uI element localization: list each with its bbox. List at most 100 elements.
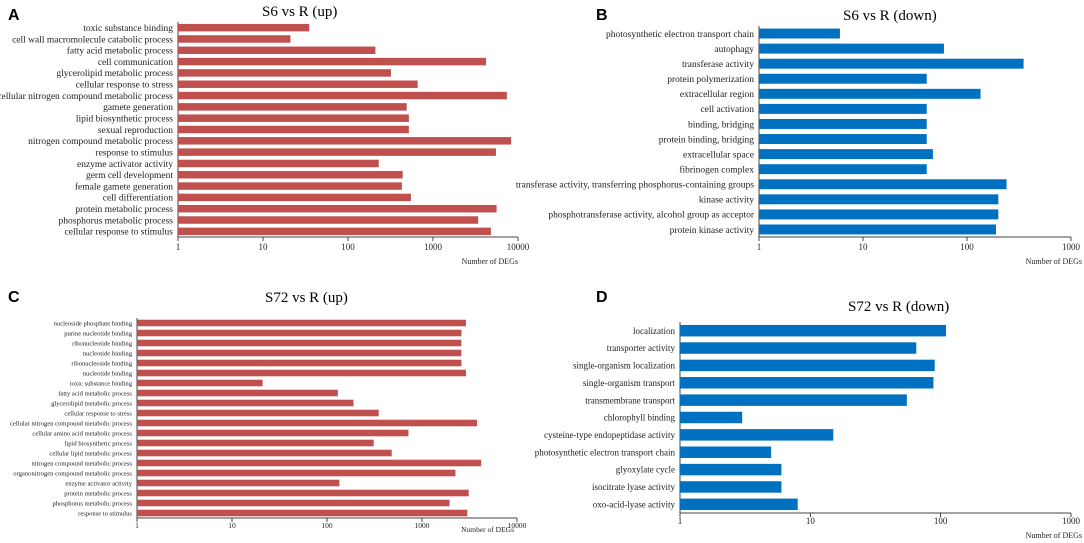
- bar: [759, 224, 996, 235]
- x-tick-label: 100: [341, 242, 355, 252]
- panel-letter: A: [8, 7, 20, 24]
- bar: [137, 459, 482, 467]
- bar: [178, 91, 507, 100]
- bar: [680, 481, 782, 493]
- bar: [137, 339, 462, 347]
- category-label: cellular response to stimulus: [65, 228, 174, 238]
- category-label: phosphorus metabolic process: [53, 500, 133, 507]
- bar: [759, 43, 944, 54]
- bar: [680, 411, 743, 424]
- x-axis-label: Number of DEGs: [462, 257, 518, 266]
- category-label: nitrogen compound metabolic process: [28, 137, 173, 147]
- category-label: protein metabolic process: [75, 205, 173, 215]
- category-label: nucleotide binding: [83, 350, 133, 357]
- bar: [178, 23, 310, 32]
- bar: [178, 57, 486, 66]
- bar: [759, 88, 981, 99]
- x-tick-label: 100: [960, 242, 974, 252]
- bar: [137, 449, 392, 457]
- category-label: toxic substance binding: [70, 380, 133, 387]
- category-label: phosphotransferase activity, alcohol gro…: [548, 210, 755, 221]
- category-label: germ cell development: [86, 171, 173, 181]
- bar: [680, 394, 907, 406]
- chart-title: S6 vs R (up): [262, 4, 337, 20]
- category-label: fibrinogen complex: [679, 165, 754, 176]
- category-label: extracellular space: [683, 150, 754, 160]
- category-label: cysteine-type endopeptidase activity: [544, 430, 675, 440]
- category-label: organonitrogen compound metabolic proces…: [13, 470, 132, 477]
- category-label: cell wall macromolecule catabolic proces…: [12, 35, 173, 45]
- category-label: binding, bridging: [688, 120, 754, 130]
- bar: [137, 439, 374, 447]
- x-tick-label: 1000: [424, 242, 443, 252]
- category-label: cellular lipid metabolic process: [49, 450, 132, 457]
- panel-letter: C: [8, 289, 20, 306]
- chart-title: S72 vs R (down): [848, 299, 949, 315]
- category-label: cell activation: [700, 105, 754, 115]
- bar: [178, 148, 496, 156]
- bar: [137, 369, 466, 377]
- category-label: nitrogen compound metabolic process: [31, 460, 132, 467]
- bar: [680, 463, 782, 476]
- category-label: transferase activity, transferring phosp…: [516, 180, 754, 191]
- bar: [680, 446, 772, 458]
- category-label: fatty acid metabolic process: [58, 390, 132, 397]
- category-label: gamete generation: [103, 103, 173, 113]
- chart-title: S6 vs R (down): [843, 8, 937, 24]
- x-tick-label: 10: [259, 242, 269, 252]
- chart-title: S72 vs R (up): [265, 290, 348, 306]
- category-label: glyoxylate cycle: [616, 465, 675, 475]
- x-tick-label: 10: [859, 242, 869, 252]
- chart-panel-b: B S6 vs R (down) photosynthetic electron t…: [516, 7, 1082, 266]
- bar: [137, 359, 462, 367]
- category-label: single-organism localization: [573, 361, 676, 371]
- category-label: phosphorus metabolic process: [58, 216, 173, 226]
- category-label: sexual reproduction: [98, 126, 173, 136]
- bar: [137, 329, 462, 337]
- chart-panel-c: C S72 vs R (up) nucleoside phosphate bindi…: [8, 289, 527, 534]
- x-tick-label: 100: [934, 516, 948, 526]
- x-tick-label: 1: [176, 242, 181, 252]
- category-label: enzyme activator activity: [65, 480, 132, 487]
- category-label: cellular response to stress: [64, 410, 132, 417]
- x-tick-label: 10: [228, 521, 236, 530]
- category-label: single-organism transport: [583, 378, 676, 388]
- x-tick-label: 1000: [1062, 516, 1081, 526]
- bar: [759, 28, 840, 39]
- bar: [680, 429, 834, 441]
- bar: [178, 159, 379, 168]
- bar: [680, 359, 935, 372]
- category-label: glycerolipid metabolic process: [51, 400, 132, 407]
- x-tick-label: 10000: [508, 521, 527, 530]
- category-label: purine nucleotide binding: [64, 330, 132, 337]
- category-label: ribonucleotide binding: [72, 340, 133, 347]
- x-tick-label: 10000: [507, 242, 530, 252]
- bar: [680, 324, 947, 337]
- bar: [178, 204, 497, 213]
- category-label: protein kinase activity: [670, 226, 755, 236]
- category-label: oxo-acid-lyase activity: [593, 499, 676, 509]
- category-label: protein metabolic process: [64, 490, 132, 497]
- bar: [759, 118, 927, 129]
- category-label: photosynthetic electron transport chain: [606, 30, 754, 40]
- bar: [178, 182, 402, 190]
- bar: [137, 469, 456, 477]
- category-label: extracellular region: [680, 90, 754, 100]
- category-label: ribonucleoside binding: [71, 360, 132, 367]
- category-label: transporter activity: [607, 343, 676, 353]
- bar: [178, 193, 411, 202]
- category-label: cell communication: [98, 58, 173, 68]
- category-label: photosynthetic electron transport chain: [535, 447, 676, 457]
- bar: [178, 46, 376, 55]
- chart-panel-a: A S6 vs R (up)toxic substance bindingcell…: [0, 4, 530, 266]
- chart-panel-d: D S72 vs R (down) localization transporter …: [535, 289, 1082, 540]
- category-label: cellular amino acid metabolic process: [32, 430, 132, 437]
- bar: [759, 134, 927, 145]
- category-label: transferase activity: [682, 59, 754, 70]
- bar: [137, 409, 379, 417]
- bar: [759, 164, 927, 175]
- category-label: cell differentiation: [103, 193, 174, 204]
- category-label: lipid biosynthetic process: [76, 115, 173, 125]
- x-tick-label: 1: [678, 516, 683, 526]
- x-tick-label: 10: [806, 516, 816, 526]
